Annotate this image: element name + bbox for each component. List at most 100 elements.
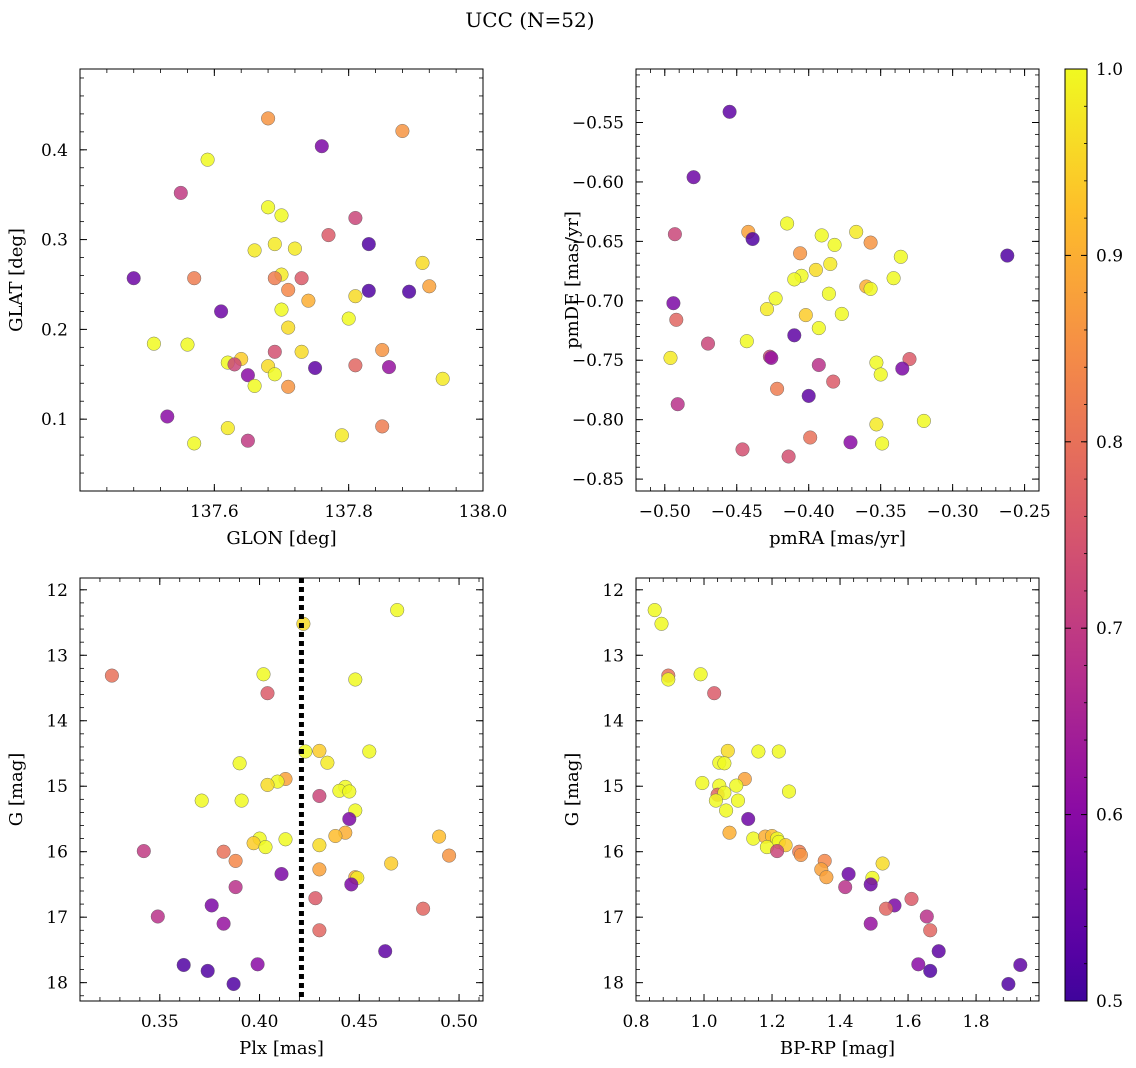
x-tick-label: 137.6 (190, 502, 239, 522)
colorbar-tick-label: 0.5 (1096, 992, 1123, 1012)
data-point (667, 227, 682, 242)
data-point (301, 293, 316, 308)
x-tick-label: 0.35 (141, 1012, 179, 1032)
data-point (260, 686, 275, 701)
data-point (267, 237, 282, 252)
data-point (308, 361, 323, 376)
x-axis-label: BP-RP [mag] (780, 1038, 895, 1059)
data-point (250, 957, 265, 972)
data-point (312, 838, 327, 853)
data-point (226, 977, 241, 992)
data-point (741, 812, 756, 827)
data-point (216, 916, 231, 931)
data-point (869, 417, 884, 432)
panel-1: 137.6 137.8 138.0 0.1 0.2 0.3 0.4 GLON [deg] GLA… (6, 68, 508, 549)
y-tick-label: −0.75 (572, 351, 624, 371)
data-point (708, 793, 723, 808)
data-point (126, 271, 141, 286)
y-tick-label: 18 (46, 974, 68, 994)
data-point (751, 744, 766, 759)
y-tick-label: 0.2 (41, 320, 68, 340)
data-point (760, 302, 775, 317)
data-point (803, 430, 818, 445)
figure-title: UCC (N=52) (465, 8, 594, 32)
data-point (348, 289, 363, 304)
data-point (916, 413, 931, 428)
axes-frame (635, 68, 1040, 492)
data-point (768, 291, 783, 306)
y-tick-label: 13 (46, 646, 68, 666)
axes-frame (79, 68, 484, 492)
data-point (308, 891, 323, 906)
x-tick-label: 1.8 (963, 1012, 990, 1032)
data-point (220, 421, 235, 436)
x-tick-label: 1.0 (690, 1012, 717, 1032)
data-point (686, 170, 701, 185)
data-point (274, 302, 289, 317)
data-point (787, 328, 802, 343)
y-tick-label: −0.65 (572, 232, 624, 252)
data-point (923, 923, 938, 938)
data-point (312, 789, 327, 804)
data-point (735, 442, 750, 457)
data-point (422, 279, 437, 294)
panel-2: −0.50 −0.45 −0.40 −0.35 −0.30 −0.25 −0.55 −0.60… (562, 68, 1051, 549)
data-point (863, 281, 878, 296)
y-tick-label: −0.80 (572, 411, 624, 431)
data-point (281, 320, 296, 335)
data-point (826, 374, 841, 389)
data-point (801, 388, 816, 403)
data-point (390, 603, 405, 618)
y-axis-label: G [mag] (6, 753, 27, 826)
data-point (234, 793, 249, 808)
colorbar-tick-label: 1.0 (1096, 60, 1123, 80)
data-point (312, 743, 327, 758)
data-point (764, 350, 779, 365)
y-axis-label: GLAT [deg] (6, 228, 27, 332)
data-point (320, 755, 335, 770)
x-axis-label: pmRA [mas/yr] (769, 528, 906, 549)
data-point (823, 257, 838, 272)
data-point (267, 344, 282, 359)
data-point (246, 836, 261, 851)
data-point (919, 909, 934, 924)
x-tick-label: 0.50 (440, 1012, 478, 1032)
y-tick-label: 0.3 (41, 231, 68, 251)
y-tick-label: −0.70 (572, 292, 624, 312)
x-tick-label: 0.8 (622, 1012, 649, 1032)
data-point (287, 241, 302, 256)
axes-frame (79, 577, 484, 1002)
data-point (261, 200, 276, 215)
y-tick-label: −0.60 (572, 173, 624, 193)
data-point (261, 111, 276, 126)
data-point (375, 343, 390, 358)
data-point (814, 228, 829, 243)
data-point (707, 686, 722, 701)
data-point (232, 756, 247, 771)
data-point (886, 271, 901, 286)
data-point (214, 304, 229, 319)
data-point (312, 923, 327, 938)
y-tick-label: −0.55 (572, 113, 624, 133)
data-point (781, 449, 796, 464)
data-point (240, 368, 255, 383)
data-point (911, 957, 926, 972)
data-point (384, 856, 399, 871)
data-point (160, 409, 175, 424)
data-point (701, 336, 716, 351)
data-point (793, 848, 808, 863)
x-tick-label: 1.2 (759, 1012, 786, 1032)
data-point (348, 210, 363, 225)
data-point (294, 271, 309, 286)
data-point (811, 321, 826, 336)
data-point (875, 856, 890, 871)
data-point (415, 255, 430, 270)
data-point (875, 436, 890, 451)
x-tick-label: 138.0 (459, 502, 508, 522)
data-point (104, 668, 119, 683)
x-tick-label: 1.4 (827, 1012, 854, 1032)
data-point (200, 963, 215, 978)
data-point (746, 831, 761, 846)
data-point (819, 870, 834, 885)
data-point (321, 228, 336, 243)
